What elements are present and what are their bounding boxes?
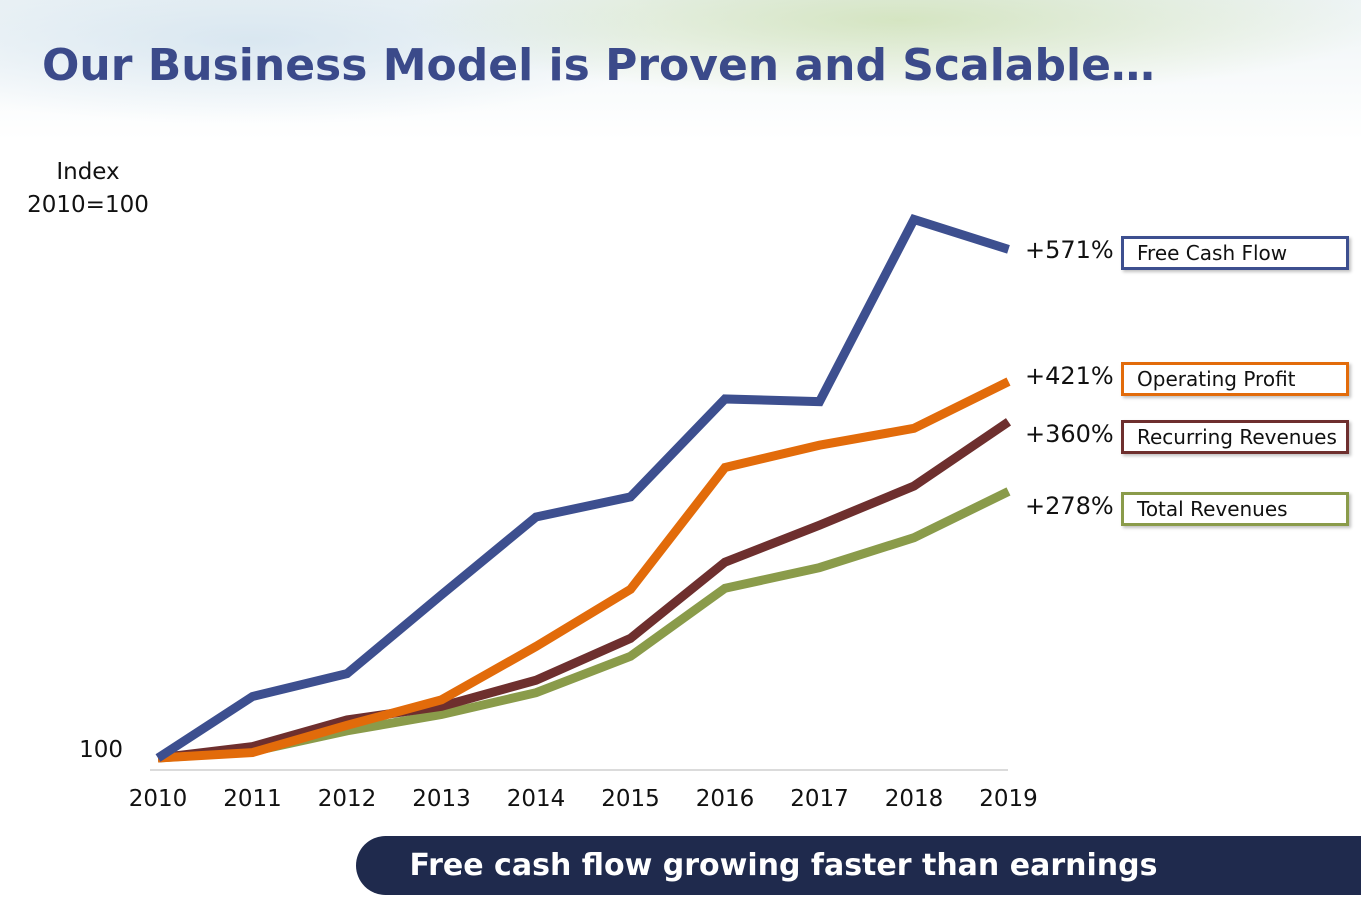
y-axis-label-line2: 2010=100 xyxy=(27,192,149,218)
summary-banner-text: Free cash flow growing faster than earni… xyxy=(409,848,1158,883)
legend-entry-recurring-revenues: Recurring Revenues xyxy=(1121,420,1349,454)
series-end-label: +360% xyxy=(1025,420,1114,448)
x-tick-label: 2011 xyxy=(223,786,282,812)
y-axis-label: Index 2010=100 xyxy=(18,156,158,222)
x-tick-label: 2017 xyxy=(790,786,849,812)
x-tick-label: 2016 xyxy=(696,786,755,812)
series-end-label: +571% xyxy=(1025,236,1114,264)
series-end-label: +421% xyxy=(1025,362,1114,390)
x-tick-label: 2010 xyxy=(129,786,188,812)
header-band xyxy=(0,0,1361,140)
y-tick-label: 100 xyxy=(79,737,123,763)
series-end-label: +278% xyxy=(1025,492,1114,520)
series-line-free-cash-flow xyxy=(155,214,1010,762)
legend-entry-operating-profit: Operating Profit xyxy=(1121,362,1349,396)
x-tick-label: 2015 xyxy=(601,786,660,812)
x-tick-label: 2019 xyxy=(979,786,1038,812)
x-tick-label: 2013 xyxy=(412,786,471,812)
x-tick-label: 2018 xyxy=(885,786,944,812)
x-tick-label: 2014 xyxy=(507,786,566,812)
x-tick-label: 2012 xyxy=(318,786,377,812)
y-axis-label-line1: Index xyxy=(56,159,120,185)
series-line-total-revenues xyxy=(157,487,1011,763)
series-line-operating-profit xyxy=(157,377,1011,763)
legend-entry-total-revenues: Total Revenues xyxy=(1121,492,1349,526)
series-line-recurring-revenues xyxy=(157,418,1012,763)
summary-banner: Free cash flow growing faster than earni… xyxy=(356,836,1361,895)
page-title: Our Business Model is Proven and Scalabl… xyxy=(42,40,1155,91)
legend-entry-free-cash-flow: Free Cash Flow xyxy=(1121,236,1349,270)
